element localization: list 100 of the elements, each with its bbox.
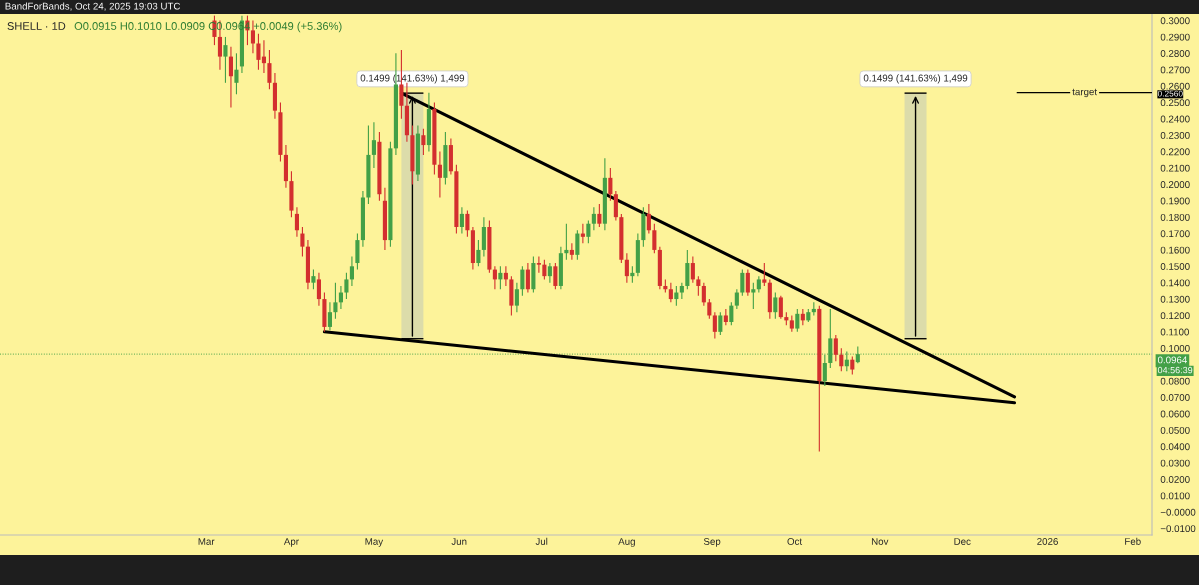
x-tick-label: Dec — [954, 538, 971, 545]
candlestick — [740, 269, 745, 297]
y-tick-label: 0.1700 — [1160, 230, 1190, 238]
x-tick-label: Mar — [198, 538, 215, 545]
y-tick-label: 0.2800 — [1160, 50, 1190, 57]
x-tick-label: Nov — [871, 538, 889, 545]
y-tick-label: 0.1400 — [1160, 279, 1190, 287]
candlestick — [553, 262, 558, 290]
candlestick — [833, 334, 838, 362]
y-tick-label: 0.1200 — [1160, 312, 1190, 320]
candlestick — [355, 232, 360, 271]
candlestick — [707, 298, 712, 320]
candlestick — [718, 311, 723, 336]
y-tick-label: 0.2400 — [1160, 115, 1190, 123]
candlestick — [696, 275, 701, 297]
candlestick — [745, 269, 750, 297]
candlestick — [624, 252, 629, 284]
candlestick — [316, 272, 321, 307]
y-tick-label: 0.1600 — [1160, 246, 1190, 254]
candlestick — [525, 262, 530, 294]
candlestick — [850, 355, 855, 375]
candlestick — [311, 269, 316, 290]
candlestick — [465, 210, 470, 238]
y-tick-label: 0.1000 — [1160, 344, 1190, 352]
candlestick — [822, 354, 827, 387]
candlestick — [476, 239, 481, 267]
y-tick-label: 0.2200 — [1160, 148, 1190, 156]
x-tick-label: Aug — [618, 538, 635, 547]
candlestick — [437, 151, 442, 199]
series-label: target — [1072, 88, 1097, 98]
candlestick — [597, 203, 602, 228]
y-tick-label: 0.0300 — [1160, 459, 1190, 467]
candlestick — [762, 262, 767, 287]
candlestick — [300, 226, 305, 258]
x-tick-label: Oct — [787, 538, 803, 545]
candlestick — [333, 282, 338, 320]
y-tick-label: 0.1800 — [1160, 213, 1190, 221]
y-tick-label: 0.0100 — [1160, 492, 1190, 500]
candlestick — [679, 282, 684, 300]
y-tick-label: 0.2500 — [1160, 99, 1190, 107]
candlestick — [668, 282, 673, 303]
y-tick-label: 0.0500 — [1160, 426, 1190, 434]
candlestick — [327, 301, 332, 331]
candlestick — [228, 46, 234, 108]
candlestick — [569, 242, 574, 261]
candlestick — [514, 282, 519, 313]
candlestick — [421, 128, 426, 156]
ref-line-label: 0.0964 — [1157, 356, 1188, 364]
x-tick-label: May — [365, 538, 384, 547]
candlestick — [690, 255, 695, 284]
candlestick — [613, 190, 618, 221]
y-tick-label: 0.0700 — [1160, 394, 1190, 401]
candlestick — [250, 19, 256, 54]
candlestick — [839, 347, 844, 372]
y-tick-label: 0.2300 — [1160, 131, 1190, 139]
y-tick-label: 0.1900 — [1160, 197, 1190, 205]
y-tick-label: 0.0400 — [1160, 443, 1190, 451]
candlestick — [547, 262, 552, 284]
candlestick — [344, 272, 349, 300]
candlestick — [778, 295, 783, 320]
candlestick — [481, 216, 486, 258]
candlestick — [712, 311, 717, 339]
y-tick-label: −0.0100 — [1160, 525, 1196, 533]
y-tick-label: 0.1100 — [1160, 328, 1189, 336]
candlestick — [734, 288, 739, 310]
candlestick — [652, 223, 657, 254]
text: SHELL · 1D — [7, 22, 66, 30]
candlestick — [349, 255, 354, 287]
x-tick-label: Sep — [703, 538, 721, 547]
y-tick-label: −0.0000 — [1160, 508, 1196, 516]
y-tick-label: 0.2900 — [1160, 33, 1190, 41]
candlestick — [729, 301, 734, 326]
candlestick — [685, 249, 690, 290]
text: 04:56:39 — [1157, 366, 1193, 374]
y-tick-label: 0.1500 — [1160, 263, 1190, 270]
candlestick — [575, 229, 580, 261]
text: BandForBands, Oct 24, 2025 19:03 UTC — [5, 2, 181, 11]
candlestick — [751, 282, 756, 310]
candlestick — [459, 206, 464, 235]
x-tick-label: Jun — [451, 538, 467, 545]
candlestick — [646, 203, 651, 235]
data-label: 0.1499 (141.63%) 1,499 — [863, 74, 968, 84]
candlestick — [542, 259, 547, 280]
candlestick — [536, 255, 541, 274]
y-tick-label: 0.0200 — [1160, 476, 1190, 483]
candlestick — [520, 265, 525, 297]
candlestick — [701, 282, 706, 307]
x-tick-label: Jul — [535, 537, 548, 545]
candlestick — [234, 52, 239, 95]
x-tick-label: Apr — [283, 538, 299, 547]
y-tick-label: 0.0800 — [1160, 377, 1190, 385]
candlestick — [267, 49, 272, 90]
candlestick — [795, 308, 800, 333]
y-tick-label: 0.2600 — [1160, 82, 1190, 90]
candlestick — [223, 36, 228, 84]
y-tick-label: 0.0600 — [1160, 410, 1190, 418]
y-tick-label: 0.2000 — [1160, 181, 1190, 189]
candlestick — [591, 206, 596, 231]
candlestick — [773, 291, 778, 320]
candlestick — [371, 121, 376, 169]
